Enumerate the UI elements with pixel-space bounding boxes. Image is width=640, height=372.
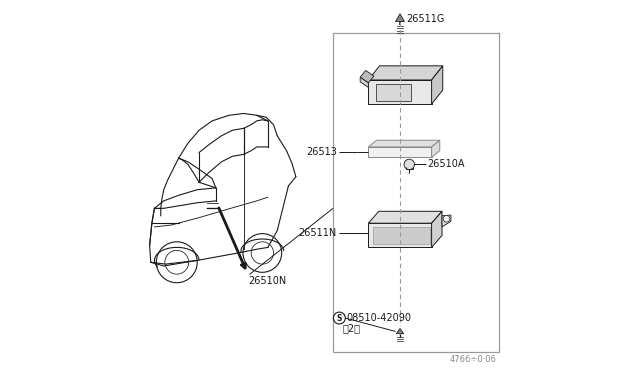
Polygon shape (369, 147, 431, 157)
Polygon shape (431, 211, 442, 247)
Polygon shape (431, 140, 440, 157)
Polygon shape (396, 14, 404, 22)
Text: S: S (337, 314, 342, 323)
Text: 26513: 26513 (306, 147, 337, 157)
Text: 26510A: 26510A (427, 160, 465, 169)
Text: 08510-42090: 08510-42090 (347, 313, 412, 323)
Polygon shape (369, 66, 443, 80)
Text: 26511N: 26511N (298, 228, 337, 238)
Text: 4766÷0·06: 4766÷0·06 (450, 355, 497, 364)
Polygon shape (369, 80, 431, 104)
Polygon shape (373, 227, 429, 244)
Polygon shape (369, 223, 431, 247)
Polygon shape (369, 140, 440, 147)
Circle shape (404, 159, 415, 170)
Polygon shape (442, 215, 451, 227)
Bar (333, 33, 499, 352)
Text: 26510N: 26510N (248, 276, 287, 286)
Bar (376, 84, 411, 101)
Polygon shape (360, 77, 369, 87)
Polygon shape (369, 211, 442, 223)
Text: （2）: （2） (342, 323, 360, 333)
Polygon shape (396, 328, 404, 334)
Text: 26511G: 26511G (406, 14, 445, 23)
Polygon shape (360, 71, 374, 83)
Circle shape (443, 215, 450, 222)
Polygon shape (431, 66, 443, 104)
